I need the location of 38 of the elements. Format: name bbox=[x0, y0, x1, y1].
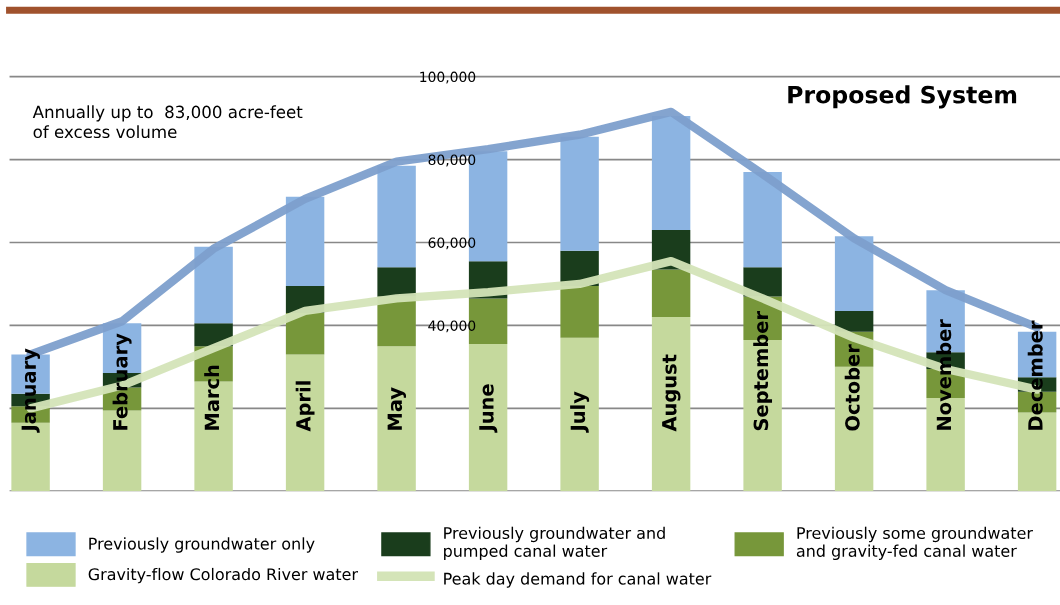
legend-label: Previously groundwater only bbox=[89, 537, 315, 553]
annotation: Annually up to 83,000 acre-feet of excess volume bbox=[32, 105, 303, 139]
bar bbox=[560, 337, 599, 492]
bar bbox=[560, 136, 599, 251]
x-tick-label: May bbox=[387, 387, 407, 430]
text: Proposed System bbox=[788, 85, 1017, 109]
bar bbox=[194, 246, 233, 324]
x-tick-label: July bbox=[570, 391, 590, 433]
bar bbox=[560, 286, 599, 338]
bar bbox=[651, 317, 691, 492]
x-tick-label: October bbox=[844, 344, 860, 431]
bar bbox=[468, 344, 508, 492]
y-tick-label: 60,000 bbox=[428, 237, 476, 250]
legend-label: Previously groundwater and pumped canal water bbox=[444, 526, 665, 561]
y-tick-label: 80,000 bbox=[428, 154, 476, 167]
bar bbox=[651, 269, 691, 318]
x-tick-label: August bbox=[662, 354, 681, 432]
bar bbox=[377, 267, 416, 297]
bar bbox=[834, 236, 874, 311]
legend-label: Previously some groundwater and gravity-fed canal water bbox=[796, 526, 1033, 561]
x-tick-label: November bbox=[936, 319, 952, 430]
bar bbox=[377, 165, 416, 268]
bar bbox=[285, 354, 325, 492]
bar bbox=[377, 346, 416, 492]
x-tick-label: January bbox=[21, 348, 40, 433]
bar bbox=[285, 196, 325, 287]
bar bbox=[651, 116, 691, 231]
bar bbox=[834, 310, 874, 332]
x-tick-label: September bbox=[753, 311, 773, 431]
legend-label: Gravity-flow Colorado River water bbox=[88, 567, 358, 584]
bar bbox=[743, 171, 782, 268]
x-tick-label: December bbox=[1027, 320, 1043, 430]
x-tick-label: April bbox=[295, 381, 315, 432]
y-tick-label: 100,000 bbox=[420, 71, 476, 84]
legend-label: Peak day demand for canal water bbox=[444, 572, 712, 588]
x-tick-label: June bbox=[479, 384, 498, 433]
x-tick-label: March bbox=[204, 365, 220, 430]
x-tick-label: February bbox=[112, 333, 132, 430]
